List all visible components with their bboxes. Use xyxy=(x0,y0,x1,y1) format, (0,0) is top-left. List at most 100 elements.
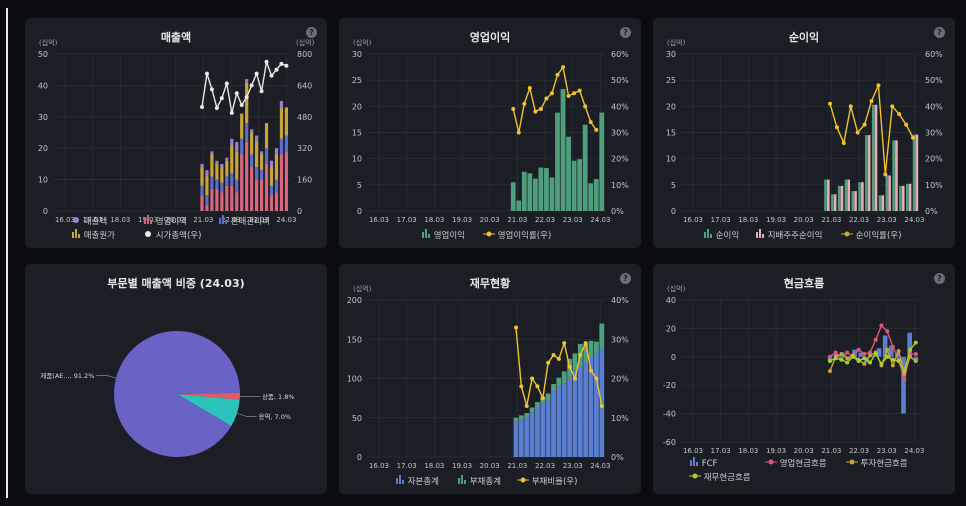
op-margin-point xyxy=(588,120,593,125)
legend-item-icf[interactable]: 투자현금흐름 xyxy=(846,457,908,469)
legend-item-ni-margin[interactable]: 순이익률(우) xyxy=(841,229,901,241)
controlling-ni-bar xyxy=(881,195,885,211)
legend-item-fcf[interactable]: FCF xyxy=(689,457,717,469)
y-tick-label: 150 xyxy=(347,335,362,344)
legend-label: 매출원가 xyxy=(83,231,115,241)
net-income-bar xyxy=(885,175,889,211)
mktcap-line xyxy=(201,59,287,114)
legend-item-debt-ratio[interactable]: 부채비율(우) xyxy=(517,475,577,487)
legend-item-op-income[interactable]: 영업이익 xyxy=(143,215,187,227)
question-icon[interactable]: ? xyxy=(934,273,945,284)
question-icon[interactable]: ? xyxy=(620,27,631,38)
y2-tick-label: 20% xyxy=(925,155,943,164)
investing-cf-point xyxy=(902,371,907,376)
op-margin-point xyxy=(522,101,527,106)
sga-bar xyxy=(235,179,239,193)
mktcap-point xyxy=(279,61,284,66)
y-tick-label: 30 xyxy=(352,50,362,59)
y2-tick-label: 0 xyxy=(297,207,302,216)
y-tick-label: 20 xyxy=(666,324,676,333)
operating-cf-point xyxy=(845,350,850,355)
fcf-bar xyxy=(901,356,906,414)
y2-tick-label: 10% xyxy=(611,414,629,423)
mktcap-point xyxy=(219,96,224,101)
question-icon[interactable]: ? xyxy=(306,27,317,38)
x-tick-label: 16.03 xyxy=(55,216,75,224)
ni-unit-left: (십억) xyxy=(667,39,686,47)
op-income-bar xyxy=(235,192,239,211)
legend-item-cogs[interactable]: 매출원가 xyxy=(71,229,115,241)
fcf-bar xyxy=(876,348,882,357)
op-income-bar xyxy=(250,167,254,211)
legend-item-revenue[interactable]: 매출액 xyxy=(71,215,107,227)
op-margin-point xyxy=(555,72,560,77)
liability-bar xyxy=(594,341,599,354)
legend-label: 영업현금흐름 xyxy=(779,459,827,469)
legend-item-ni-controlling[interactable]: 지배주주순이익 xyxy=(755,229,822,241)
op-income-bar xyxy=(582,124,588,211)
revenue-bar xyxy=(269,160,274,168)
revenue-bar xyxy=(274,148,279,155)
controlling-ni-bar xyxy=(854,191,857,211)
op-income-bar xyxy=(555,112,560,211)
sga-bar xyxy=(215,179,219,190)
legend-item-op[interactable]: 영업이익 xyxy=(421,229,465,241)
x-tick-label: 19.03 xyxy=(452,216,472,224)
cogs-bar xyxy=(220,167,224,183)
question-icon[interactable]: ? xyxy=(620,273,631,284)
question-icon[interactable]: ? xyxy=(934,27,945,38)
liability-bar xyxy=(556,377,562,387)
y-tick-label: 40 xyxy=(38,81,48,90)
legend-item-ni[interactable]: 순이익 xyxy=(703,229,739,241)
x-tick-label: 20.03 xyxy=(480,462,500,470)
legend-item-sga[interactable]: 판매관리비 xyxy=(218,215,270,227)
cogs-bar xyxy=(205,176,209,196)
y-tick-label: -20 xyxy=(663,381,676,390)
legend-item-ocf[interactable]: 영업현금흐름 xyxy=(765,457,827,469)
equity-bar xyxy=(551,391,556,457)
sga-bar xyxy=(240,138,244,155)
revenue-bar xyxy=(255,135,259,142)
y2-tick-label: 0% xyxy=(925,207,938,216)
bar-icon xyxy=(422,229,430,238)
liability-bar xyxy=(518,415,524,420)
op-margin-point xyxy=(561,65,566,70)
x-tick-label: 17.03 xyxy=(397,216,417,224)
fin-unit-left: (십억) xyxy=(353,285,372,293)
op-title: 영업이익 xyxy=(469,31,511,44)
bar-icon xyxy=(219,215,227,224)
op-income-bar xyxy=(593,179,599,211)
y-tick-label: -40 xyxy=(663,410,676,419)
legend-item-op-margin[interactable]: 영업이익률(우) xyxy=(483,229,551,241)
controlling-ni-bar xyxy=(840,185,844,211)
ni-margin-point xyxy=(834,125,839,130)
y2-tick-label: 30% xyxy=(611,129,629,138)
op-income-bar xyxy=(274,192,279,211)
legend-label: 영업이익 xyxy=(433,231,465,241)
liability-bar xyxy=(572,353,578,371)
operating-cf-point xyxy=(902,377,907,382)
legend-item-equity[interactable]: 자본총계 xyxy=(395,475,439,487)
legend-item-liab[interactable]: 부채총계 xyxy=(457,475,501,487)
debt-ratio-point xyxy=(556,356,561,361)
pie-title: 부문별 매출액 비중 (24.03) xyxy=(107,277,245,290)
mktcap-point xyxy=(224,81,229,86)
sga-bar xyxy=(264,148,269,164)
debt-ratio-point xyxy=(524,403,529,408)
legend-item-fincf[interactable]: 재무현금흐름 xyxy=(689,471,751,483)
legend-item-mktcap[interactable]: 시가총액(우) xyxy=(143,229,201,241)
op-income-bar xyxy=(255,179,259,211)
sga-bar xyxy=(230,173,234,186)
line-dot-icon xyxy=(517,477,529,483)
fcf-bar xyxy=(913,356,919,362)
op-income-bar xyxy=(577,159,583,211)
x-tick-label: 16.03 xyxy=(683,447,703,455)
controlling-ni-bar xyxy=(888,175,891,211)
op-income-bar xyxy=(225,185,229,211)
cogs-bar xyxy=(269,167,274,186)
x-tick-label: 23.03 xyxy=(877,447,897,455)
cogs-bar xyxy=(279,107,284,139)
equity-bar xyxy=(594,353,599,457)
ni-chart: 0 5 10 15 20 25 30 16.03 17.03 18.03 19.03 20.03 21.… xyxy=(666,50,943,224)
sga-bar xyxy=(279,138,284,155)
